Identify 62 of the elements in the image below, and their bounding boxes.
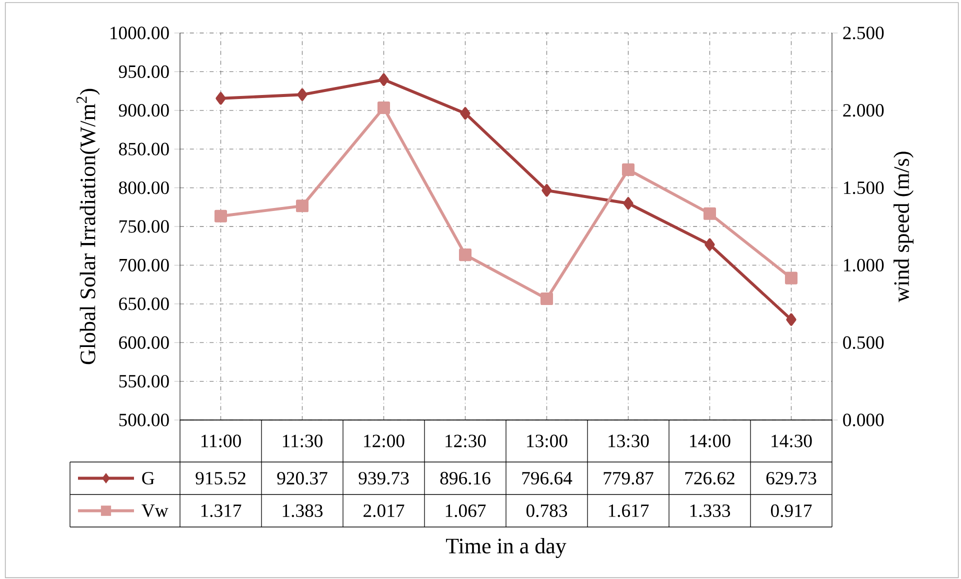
y-tick-label: 600.00 — [119, 336, 169, 349]
data-label: 939.73 — [358, 472, 409, 485]
y-tick-label: 650.00 — [119, 298, 169, 310]
data-label: 1.333 — [690, 504, 730, 518]
y2-tick-label: 0.000 — [843, 414, 884, 426]
x-tick-label: 11:00 — [201, 434, 241, 448]
y2-tick-label: 2.000 — [843, 104, 884, 117]
y-tick-label: 900.00 — [118, 104, 169, 117]
y-tick-label: 800.00 — [118, 181, 169, 194]
data-label: 1.067 — [446, 504, 486, 518]
data-label: 1.383 — [282, 504, 323, 518]
x-axis-title: Time in a day — [446, 538, 566, 558]
y2-tick-label: 1.500 — [844, 181, 884, 194]
point — [540, 292, 554, 306]
data-label: 2.017 — [364, 504, 404, 518]
x-tick-label: 14:00 — [690, 434, 730, 448]
point — [542, 184, 552, 197]
data-label: 915.52 — [196, 472, 246, 485]
data-label: 726.62 — [685, 472, 734, 485]
data-label: 779.87 — [604, 472, 654, 485]
point — [623, 197, 634, 210]
data-label: 1.617 — [608, 504, 649, 518]
y2-tick-label: 1.000 — [844, 258, 884, 272]
y-tick-label: 500.00 — [119, 414, 169, 426]
point — [784, 272, 798, 284]
point — [460, 107, 470, 120]
legend-label: G — [142, 472, 154, 485]
x-tick-label: 12:00 — [364, 434, 404, 448]
data-label: 629.73 — [766, 472, 816, 485]
point — [216, 92, 226, 105]
data-label: 920.37 — [277, 472, 328, 485]
data-label: 1.317 — [201, 504, 242, 518]
y2-tick-label: 2.500 — [843, 26, 884, 40]
point — [458, 248, 472, 262]
point — [704, 238, 715, 251]
x-tick-label: 12:30 — [446, 434, 486, 448]
x-tick-label: 11:30 — [282, 434, 322, 448]
point — [622, 163, 635, 176]
y2-axis-title: wind speed (m/s) — [894, 152, 914, 302]
point — [297, 88, 308, 101]
point — [378, 73, 389, 86]
y-tick-label: 700.00 — [120, 258, 169, 272]
y-axis-title: Global Solar Irradiation(W/m$^{2}$) — [76, 88, 100, 364]
y-tick-label: 550.00 — [119, 374, 169, 388]
data-label: 896.16 — [440, 472, 490, 485]
y-tick-label: 1000.00 — [110, 26, 169, 40]
point — [703, 207, 716, 220]
data-label: 0.783 — [526, 504, 568, 518]
point — [214, 210, 228, 222]
point — [786, 313, 796, 326]
y-tick-label: 850.00 — [118, 142, 169, 156]
point — [296, 200, 309, 212]
y2-tick-label: 0.500 — [843, 336, 884, 349]
data-label: 0.917 — [770, 504, 812, 518]
x-tick-label: 13:30 — [608, 434, 649, 448]
point — [377, 101, 390, 114]
x-tick-label: 14:30 — [772, 434, 812, 448]
y-tick-label: 750.00 — [120, 220, 169, 233]
y-tick-label: 950.00 — [118, 65, 169, 78]
legend-label: Vw — [142, 504, 168, 518]
x-tick-label: 13:00 — [527, 434, 568, 448]
data-label: 796.64 — [522, 472, 572, 485]
